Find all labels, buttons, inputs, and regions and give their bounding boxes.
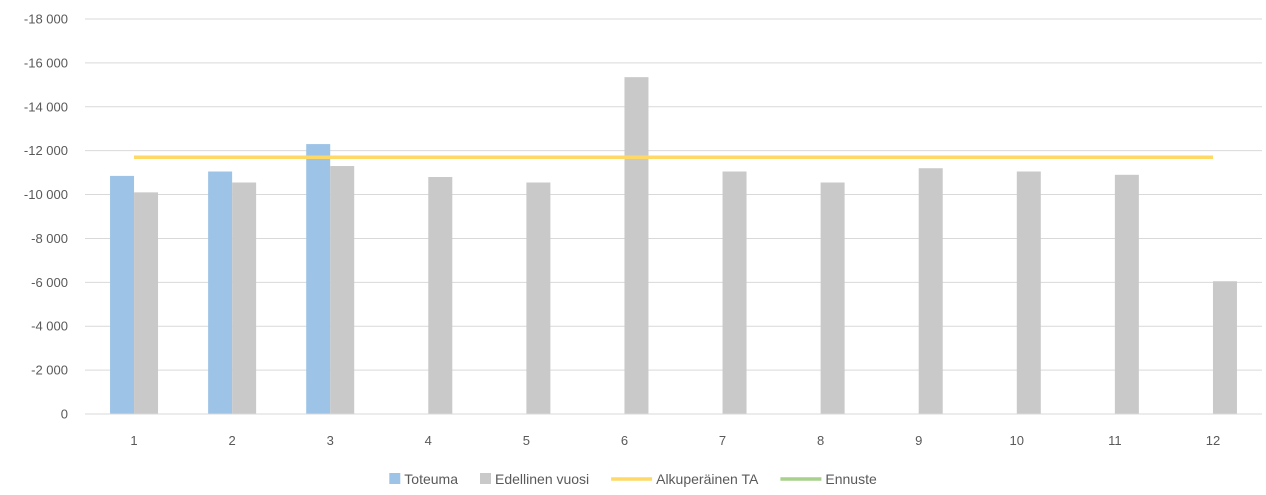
x-axis-tick-labels: 1 2 3 4 5 6 7 8 9 10 11 12: [130, 433, 1220, 448]
bar-toteuma-2: [208, 171, 233, 414]
legend-item-edellinen-vuosi: Edellinen vuosi: [480, 471, 589, 487]
legend-label: Ennuste: [825, 471, 877, 487]
bar-edellinen-vuosi-2: [232, 182, 257, 414]
legend-label: Toteuma: [404, 471, 458, 487]
bar-toteuma-1: [110, 175, 135, 414]
bar-edellinen-vuosi-5: [526, 182, 551, 414]
legend-label: Edellinen vuosi: [495, 471, 589, 487]
legend-item-ennuste: Ennuste: [780, 471, 877, 487]
bar-toteuma-3: [306, 144, 331, 415]
x-tick-label: 3: [327, 433, 334, 448]
y-tick-label: -18 000: [24, 12, 68, 27]
y-axis-tick-labels: 0 -2 000 -4 000 -6 000 -8 000 -10 000 -12 000 -…: [24, 12, 68, 422]
bar-edellinen-vuosi-4: [428, 177, 453, 414]
bar-edellinen-vuosi-11: [1114, 174, 1139, 414]
y-tick-label: -8 000: [31, 231, 68, 246]
bar-edellinen-vuosi-10: [1016, 171, 1041, 414]
legend: Toteuma Edellinen vuosi Alkuperäinen TA Enn…: [389, 471, 877, 487]
bar-edellinen-vuosi-3: [330, 166, 355, 414]
x-tick-label: 7: [719, 433, 726, 448]
y-tick-label: -6 000: [31, 275, 68, 290]
y-tick-label: 0: [61, 407, 68, 422]
y-tick-label: -2 000: [31, 363, 68, 378]
legend-item-alkuper-inen-ta: Alkuperäinen TA: [611, 471, 759, 487]
bar-edellinen-vuosi-7: [722, 171, 747, 414]
x-tick-label: 11: [1108, 433, 1122, 448]
x-tick-label: 4: [425, 433, 432, 448]
bars: [110, 77, 1237, 415]
x-tick-label: 5: [523, 433, 530, 448]
gridlines: [85, 18, 1262, 371]
bar-edellinen-vuosi-12: [1212, 281, 1237, 414]
legend-swatch: [480, 473, 491, 484]
x-tick-label: 2: [229, 433, 236, 448]
y-tick-label: -12 000: [24, 143, 68, 158]
legend-swatch: [389, 473, 401, 484]
bar-edellinen-vuosi-8: [820, 182, 845, 414]
x-tick-label: 9: [915, 433, 922, 448]
y-tick-label: -16 000: [24, 55, 68, 70]
legend-label: Alkuperäinen TA: [656, 471, 759, 487]
bar-edellinen-vuosi-1: [134, 192, 159, 414]
x-tick-label: 1: [130, 433, 137, 448]
x-tick-label: 6: [621, 433, 628, 448]
legend-item-toteuma: Toteuma: [389, 471, 458, 487]
x-tick-label: 10: [1010, 433, 1024, 448]
y-tick-label: -4 000: [31, 319, 68, 334]
y-tick-label: -10 000: [24, 187, 68, 202]
y-tick-label: -14 000: [24, 99, 68, 114]
x-tick-label: 8: [817, 433, 824, 448]
bar-edellinen-vuosi-9: [918, 168, 943, 414]
x-tick-label: 12: [1206, 433, 1220, 448]
bar-edellinen-vuosi-6: [624, 77, 649, 415]
